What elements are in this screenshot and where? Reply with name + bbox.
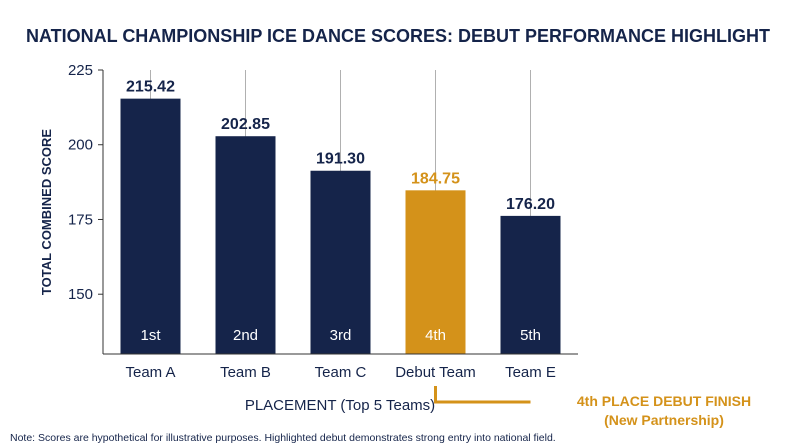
y-axis-title: TOTAL COMBINED SCORE: [39, 129, 54, 295]
value-label: 184.75: [411, 170, 460, 187]
y-tick-label: 175: [68, 211, 93, 228]
bar: [120, 98, 181, 354]
value-label: 176.20: [506, 196, 555, 213]
x-tick-labels: Team A Team B Team C Debut Team Team E: [125, 364, 555, 381]
value-label: 202.85: [221, 116, 270, 133]
value-label: 215.42: [126, 79, 175, 96]
footnote: Note: Scores are hypothetical for illust…: [10, 432, 556, 444]
x-tick-label: Debut Team: [395, 364, 476, 381]
annotation-bracket: [434, 386, 531, 404]
bar: [215, 136, 276, 354]
bar-highlight: [405, 190, 466, 354]
placement-label: 2nd: [233, 327, 258, 344]
y-tick-label: 225: [68, 62, 93, 79]
placement-label: 1st: [140, 327, 161, 344]
placement-label: 5th: [520, 327, 541, 344]
y-tick-label: 150: [68, 286, 93, 303]
value-label: 191.30: [316, 151, 365, 168]
x-tick-label: Team B: [220, 364, 271, 381]
x-tick-label: Team C: [315, 364, 367, 381]
bars: 215.42 1st 202.85 2nd 191.30 3rd 184.75 4th 176.…: [120, 79, 561, 354]
x-tick-label: Team E: [505, 364, 556, 381]
annotation-line2: (New Partnership): [604, 412, 724, 428]
annotation-line1: 4th PLACE DEBUT FINISH: [577, 393, 751, 409]
y-ticks: 150 175 200 225: [68, 62, 103, 303]
placement-label: 3rd: [330, 327, 352, 344]
bar: [310, 170, 371, 354]
y-tick-label: 200: [68, 137, 93, 154]
debut-annotation: 4th PLACE DEBUT FINISH (New Partnership): [434, 386, 751, 428]
bar: [500, 215, 561, 354]
x-tick-label: Team A: [125, 364, 175, 381]
x-axis-title: PLACEMENT (Top 5 Teams): [245, 397, 435, 414]
chart-title: NATIONAL CHAMPIONSHIP ICE DANCE SCORES: …: [26, 26, 770, 46]
placement-label: 4th: [425, 327, 446, 344]
